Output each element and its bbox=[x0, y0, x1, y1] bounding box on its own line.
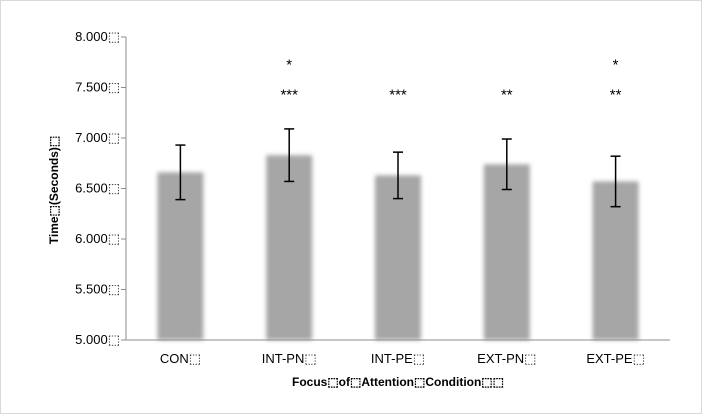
y-tick-label: 7.500⬚ bbox=[75, 80, 120, 95]
significance-mark: *** bbox=[389, 87, 407, 104]
y-axis-title: Time⬚(Seconds)⬚ bbox=[47, 136, 61, 244]
y-tick-label: 5.500⬚ bbox=[75, 282, 120, 297]
y-tick-label: 7.000⬚ bbox=[75, 130, 120, 145]
x-tick-label: EXT-PN⬚ bbox=[477, 351, 536, 366]
bar bbox=[375, 175, 421, 340]
significance-mark: *** bbox=[280, 87, 298, 104]
significance-mark: ** bbox=[501, 87, 513, 104]
x-tick-label: CON⬚ bbox=[160, 351, 201, 366]
x-tick-label: EXT-PE⬚ bbox=[586, 351, 645, 366]
y-tick-label: 8.000⬚ bbox=[75, 29, 120, 44]
significance-mark: * bbox=[286, 56, 292, 73]
significance-mark: ** bbox=[610, 87, 622, 104]
y-tick-label: 5.000⬚ bbox=[75, 332, 120, 347]
y-tick-label: 6.000⬚ bbox=[75, 231, 120, 246]
x-tick-label: INT-PN⬚ bbox=[262, 351, 317, 366]
x-axis-title: Focus⬚of⬚Attention⬚Condition⬚⬚ bbox=[292, 375, 504, 389]
bar bbox=[266, 155, 313, 340]
significance-mark: * bbox=[613, 56, 619, 73]
x-tick-label: INT-PE⬚ bbox=[371, 351, 425, 366]
y-tick-label: 6.500⬚ bbox=[75, 181, 120, 196]
bar bbox=[483, 164, 530, 340]
bar bbox=[592, 181, 639, 340]
